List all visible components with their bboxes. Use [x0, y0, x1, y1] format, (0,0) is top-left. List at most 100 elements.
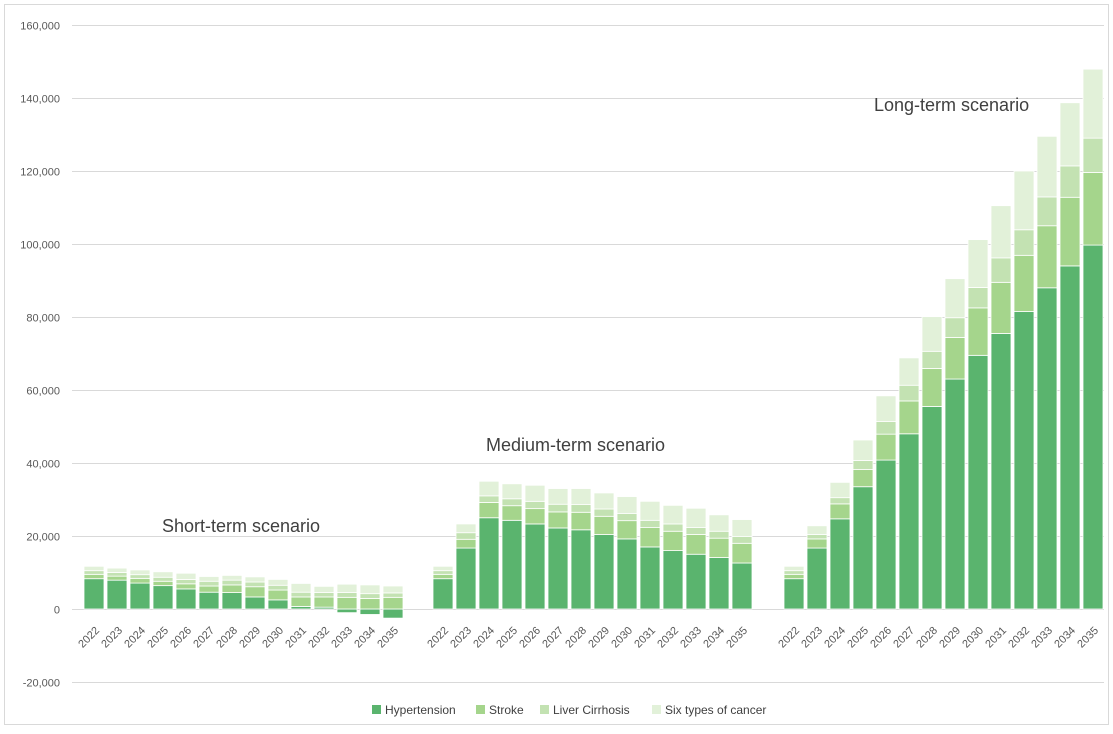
bar-segment — [593, 492, 615, 510]
bar-segment — [967, 354, 989, 610]
bar-segment — [152, 585, 174, 610]
bar-segment — [783, 573, 805, 580]
bar-segment — [616, 496, 638, 514]
bar-segment — [1013, 229, 1035, 256]
bar-segment — [359, 593, 381, 599]
bar-segment — [432, 570, 454, 575]
bar-segment — [921, 350, 943, 369]
bar-segment — [852, 460, 874, 470]
bar-segment — [382, 592, 404, 598]
bar-segment — [244, 581, 266, 588]
bar-segment — [662, 523, 684, 532]
bar-segment — [1059, 165, 1081, 198]
bar-segment — [1036, 225, 1058, 289]
bar-segment — [944, 337, 966, 380]
bar-segment — [852, 469, 874, 488]
bar-segment — [267, 584, 289, 591]
bar-segment — [336, 596, 358, 610]
bar-segment — [244, 586, 266, 598]
bar-segment — [570, 504, 592, 513]
bar-group-1 — [83, 565, 404, 619]
bar-segment — [708, 557, 730, 610]
bar-segment — [570, 511, 592, 531]
bar-segment — [129, 582, 151, 610]
bar-segment — [1013, 170, 1035, 231]
bar-segment — [455, 547, 477, 610]
bar-segment — [547, 488, 569, 505]
bar-segment — [106, 575, 128, 581]
bar-segment — [83, 573, 105, 580]
bar-segment — [175, 583, 197, 590]
scenario-label: Medium-term scenario — [486, 435, 665, 455]
bar-segment — [990, 281, 1012, 334]
bar-segment — [336, 592, 358, 598]
bar-segment — [806, 547, 828, 610]
bar-segment — [244, 576, 266, 583]
bar-segment — [198, 576, 220, 582]
bar-segment — [290, 583, 312, 593]
bar-segment — [944, 378, 966, 610]
y-tick-label: -20,000 — [23, 678, 60, 690]
y-tick-label: 60,000 — [26, 386, 60, 398]
bar-segment — [685, 553, 707, 610]
bar-segment — [1013, 311, 1035, 610]
bar-segment — [639, 546, 661, 610]
bar-segment — [382, 608, 404, 619]
y-tick-label: 140,000 — [20, 94, 60, 106]
bar-segment — [290, 591, 312, 598]
bar-segment — [501, 505, 523, 521]
bar-segment — [1059, 196, 1081, 267]
bar-segment — [852, 439, 874, 461]
bar-segment — [175, 579, 197, 585]
bar-segment — [221, 592, 243, 610]
bar-segment — [313, 585, 335, 593]
bar-segment — [708, 514, 730, 532]
bar-segment — [478, 502, 500, 519]
bar-segment — [875, 395, 897, 422]
legend-label: Hypertension — [385, 703, 456, 717]
legend: Hypertension Stroke Liver Cirrhosis Six typ… — [372, 703, 766, 717]
bar-segment — [685, 534, 707, 555]
bar-group-3 — [783, 68, 1104, 610]
bar-segment — [921, 368, 943, 407]
bar-segment — [990, 257, 1012, 283]
y-tick-label: 0 — [54, 605, 60, 617]
bar-segment — [501, 483, 523, 500]
bar-segment — [1059, 102, 1081, 167]
bar-segment — [708, 537, 730, 558]
legend-label: Liver Cirrhosis — [553, 703, 630, 717]
bar-segment — [221, 584, 243, 593]
y-tick-label: 80,000 — [26, 313, 60, 325]
legend-label: Stroke — [489, 703, 524, 717]
bar-segment — [967, 239, 989, 288]
bar-segment — [1036, 135, 1058, 198]
bar-segment — [198, 585, 220, 593]
bar-segment — [152, 576, 174, 582]
bars — [83, 68, 1104, 619]
bar-segment — [313, 596, 335, 608]
bar-segment — [359, 598, 381, 610]
bar-segment — [336, 608, 358, 614]
bar-segment — [639, 527, 661, 548]
bar-segment — [478, 517, 500, 610]
bar-segment — [175, 572, 197, 580]
bar-segment — [1059, 265, 1081, 610]
bar-segment — [898, 433, 920, 610]
bar-segment — [921, 316, 943, 352]
legend-swatch — [476, 705, 485, 714]
bar-segment — [524, 508, 546, 525]
bar-segment — [944, 317, 966, 338]
bar-segment — [783, 570, 805, 575]
legend-swatch — [372, 705, 381, 714]
bar-segment — [83, 565, 105, 572]
bar-segment — [708, 530, 730, 539]
bar-segment — [1036, 287, 1058, 610]
bar-segment — [524, 500, 546, 510]
bar-segment — [106, 567, 128, 573]
legend-label: Six types of cancer — [665, 703, 766, 717]
bar-segment — [898, 357, 920, 386]
bar-segment — [806, 538, 828, 549]
bar-segment — [83, 578, 105, 610]
bar-segment — [829, 497, 851, 505]
